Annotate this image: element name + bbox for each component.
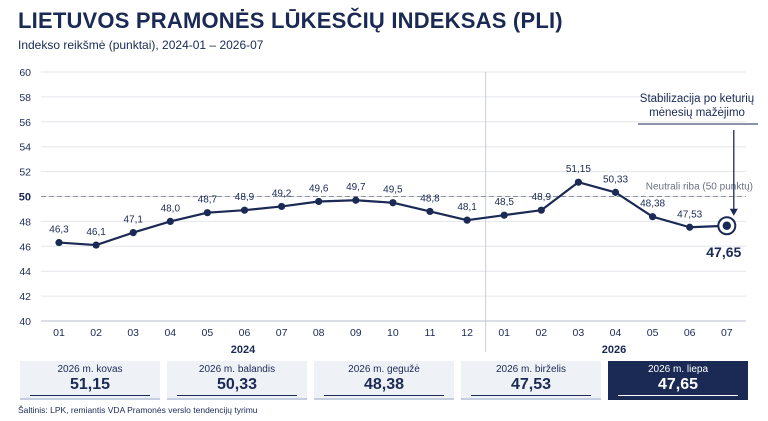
data-label: 48,0 [161, 203, 181, 214]
data-point [315, 197, 323, 206]
year-label: 2024 [231, 344, 256, 356]
data-point [203, 209, 211, 217]
data-label: 48,9 [235, 192, 255, 203]
x-tick-label: 04 [610, 327, 622, 339]
x-tick-label: 06 [239, 327, 251, 339]
data-label: 47,53 [677, 209, 702, 220]
data-point [92, 241, 100, 249]
x-tick-label: 03 [573, 327, 585, 339]
summary-card-may: 2026 m. gegužė 48,38 [314, 361, 454, 400]
y-tick-label: 46 [19, 241, 31, 253]
x-tick-label: 07 [276, 327, 288, 339]
summary-card-label: 2026 m. birželis [495, 364, 567, 375]
summary-card-label: 2026 m. liepa [647, 364, 709, 375]
y-tick-label: 48 [19, 216, 31, 228]
x-tick-label: 03 [127, 327, 139, 339]
data-point [463, 216, 471, 224]
x-tick-label: 07 [721, 327, 733, 339]
summary-card-july: 2026 m. liepa 47,65 [608, 361, 748, 400]
data-point [166, 217, 174, 225]
page-subtitle: Indekso reikšmė (punktai), 2024-01 – 202… [18, 38, 264, 52]
summary-card-value: 50,33 [216, 376, 258, 393]
summary-card-april: 2026 m. balandis 50,33 [167, 361, 307, 400]
x-tick-label: 04 [164, 327, 176, 339]
annotation-text: Stabilizacija po keturių [640, 93, 754, 105]
data-label: 49,6 [309, 183, 329, 194]
source-note: Šaltinis: LPK, remiantis VDA Pramonės ve… [18, 405, 258, 415]
y-tick-label: 54 [19, 142, 31, 154]
data-point [649, 213, 657, 221]
x-tick-label: 10 [387, 327, 399, 339]
data-point [426, 207, 434, 216]
data-label: 48,7 [198, 195, 218, 206]
reference-line-label: Neutrali riba (50 punktų) [646, 182, 753, 193]
data-point [278, 202, 286, 211]
data-label: 48,9 [532, 192, 552, 203]
y-tick-label: 52 [19, 167, 31, 179]
summary-card-value: 47,65 [657, 376, 699, 393]
summary-card-march: 2026 m. kovas 51,15 [20, 361, 160, 400]
x-tick-label: 12 [461, 327, 473, 339]
data-label: 49,5 [383, 185, 403, 196]
x-tick-label: 02 [535, 327, 547, 339]
data-label: 48,5 [494, 197, 514, 208]
data-point [611, 188, 620, 196]
y-tick-label: 56 [19, 117, 31, 129]
y-tick-label: 44 [19, 266, 31, 278]
data-label: 48,1 [457, 202, 477, 213]
annotation-arrow-head [729, 208, 738, 216]
annotation-text: mėnesių mažėjimo [649, 107, 745, 119]
summary-cards: 2026 m. kovas 51,15 2026 m. balandis 50,… [20, 361, 748, 400]
summary-card-underline [324, 395, 444, 396]
summary-card-label: 2026 m. kovas [57, 364, 123, 375]
data-label: 49,7 [346, 182, 366, 193]
x-tick-label: 06 [684, 327, 696, 339]
page-title: LIETUVOS PRAMONĖS LŪKESČIŲ INDEKSAS (PLI… [18, 8, 563, 33]
y-tick-label: 50 [19, 192, 31, 204]
line-chart: 40 42 44 46 48 50 52 54 56 58 60 Neutrali riba (50 … [19, 67, 758, 356]
data-point [55, 238, 63, 247]
data-point [537, 206, 545, 214]
x-tick-label: 11 [425, 327, 436, 339]
summary-card-label: 2026 m. balandis [198, 364, 276, 375]
data-point [574, 178, 583, 186]
x-tick-label: 08 [313, 327, 325, 339]
x-tick-label: 05 [647, 327, 659, 339]
y-tick-label: 58 [19, 92, 31, 104]
data-label: 48,8 [420, 193, 440, 204]
x-tick-label: 02 [90, 327, 102, 339]
data-point [686, 223, 694, 231]
summary-card-value: 51,15 [69, 376, 111, 393]
data-label: 46,3 [49, 225, 69, 236]
data-label: 49,2 [272, 188, 292, 199]
x-tick-label: 01 [498, 327, 510, 339]
data-label: 46,1 [86, 227, 106, 238]
summary-card-june: 2026 m. birželis 47,53 [461, 361, 601, 400]
summary-card-underline [618, 395, 738, 396]
data-label: 51,15 [566, 164, 591, 175]
summary-card-value: 48,38 [363, 376, 405, 393]
data-point [240, 206, 249, 214]
data-label: 47,1 [123, 215, 143, 226]
data-label: 48,38 [640, 199, 665, 210]
summary-card-value: 47,53 [510, 376, 552, 393]
summary-card-underline [30, 395, 150, 396]
summary-card-underline [177, 395, 297, 396]
x-tick-label: 09 [350, 327, 362, 339]
summary-card-label: 2026 m. gegužė [348, 364, 420, 375]
summary-card-underline [471, 395, 591, 396]
data-point [500, 211, 508, 219]
data-point [389, 199, 397, 207]
data-point [352, 196, 360, 204]
data-point [722, 221, 731, 230]
x-tick-label: 05 [202, 327, 214, 339]
data-label: 50,33 [603, 174, 628, 185]
y-tick-label: 42 [19, 291, 31, 303]
y-tick-label: 60 [19, 67, 31, 79]
y-tick-label: 40 [19, 316, 31, 328]
x-tick-label: 01 [53, 327, 65, 339]
data-point [129, 229, 137, 237]
data-label: 47,65 [706, 244, 741, 260]
year-label: 2026 [602, 344, 626, 356]
